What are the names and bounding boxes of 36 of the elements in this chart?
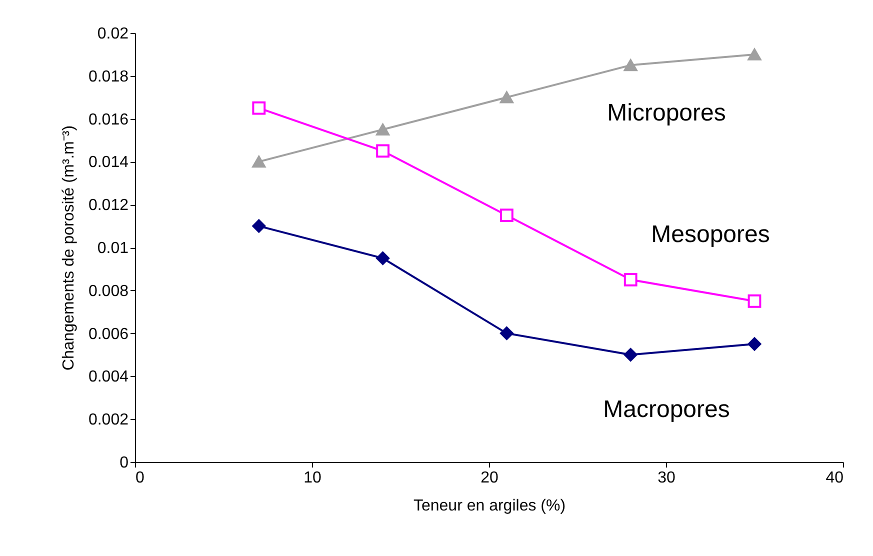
x-tick-label: 0 xyxy=(136,470,144,486)
point xyxy=(748,48,762,60)
y-tick-label: 0.002 xyxy=(88,412,129,429)
point xyxy=(376,124,390,136)
point xyxy=(500,91,514,104)
x-tick-label: 30 xyxy=(658,470,676,486)
point xyxy=(252,101,266,115)
y-axis-title: Changements de porosité (m³.m⁻³) xyxy=(60,125,78,371)
point xyxy=(624,272,638,286)
point xyxy=(748,337,762,351)
series-label: Macropores xyxy=(603,396,730,424)
y-tick-label: 0 xyxy=(120,454,129,472)
point xyxy=(748,294,762,308)
x-tick-label: 20 xyxy=(480,470,498,486)
point xyxy=(624,59,638,72)
y-tick-label: 0.008 xyxy=(88,282,129,300)
y-tick-label: 0.012 xyxy=(88,197,129,214)
series-label: Micropores xyxy=(607,99,726,126)
point xyxy=(624,348,638,362)
point xyxy=(252,219,266,233)
point xyxy=(500,326,514,340)
y-tick-label: 0.01 xyxy=(97,240,129,257)
point xyxy=(376,144,390,158)
y-tick-label: 0.016 xyxy=(88,111,129,128)
y-tick-label: 0.018 xyxy=(88,68,129,86)
point xyxy=(252,156,266,168)
x-tick-label: 40 xyxy=(826,470,844,486)
series-label: Mesopores xyxy=(651,221,770,248)
y-tick-label: 0.014 xyxy=(88,154,129,172)
point xyxy=(376,252,390,265)
y-tick-label: 0.006 xyxy=(88,326,129,343)
point xyxy=(500,208,514,222)
y-tick-label: 0.02 xyxy=(97,26,129,42)
y-tick-label: 0.004 xyxy=(88,368,129,386)
x-axis-title: Teneur en argiles (%) xyxy=(413,498,566,514)
x-tick-label: 10 xyxy=(304,470,322,486)
